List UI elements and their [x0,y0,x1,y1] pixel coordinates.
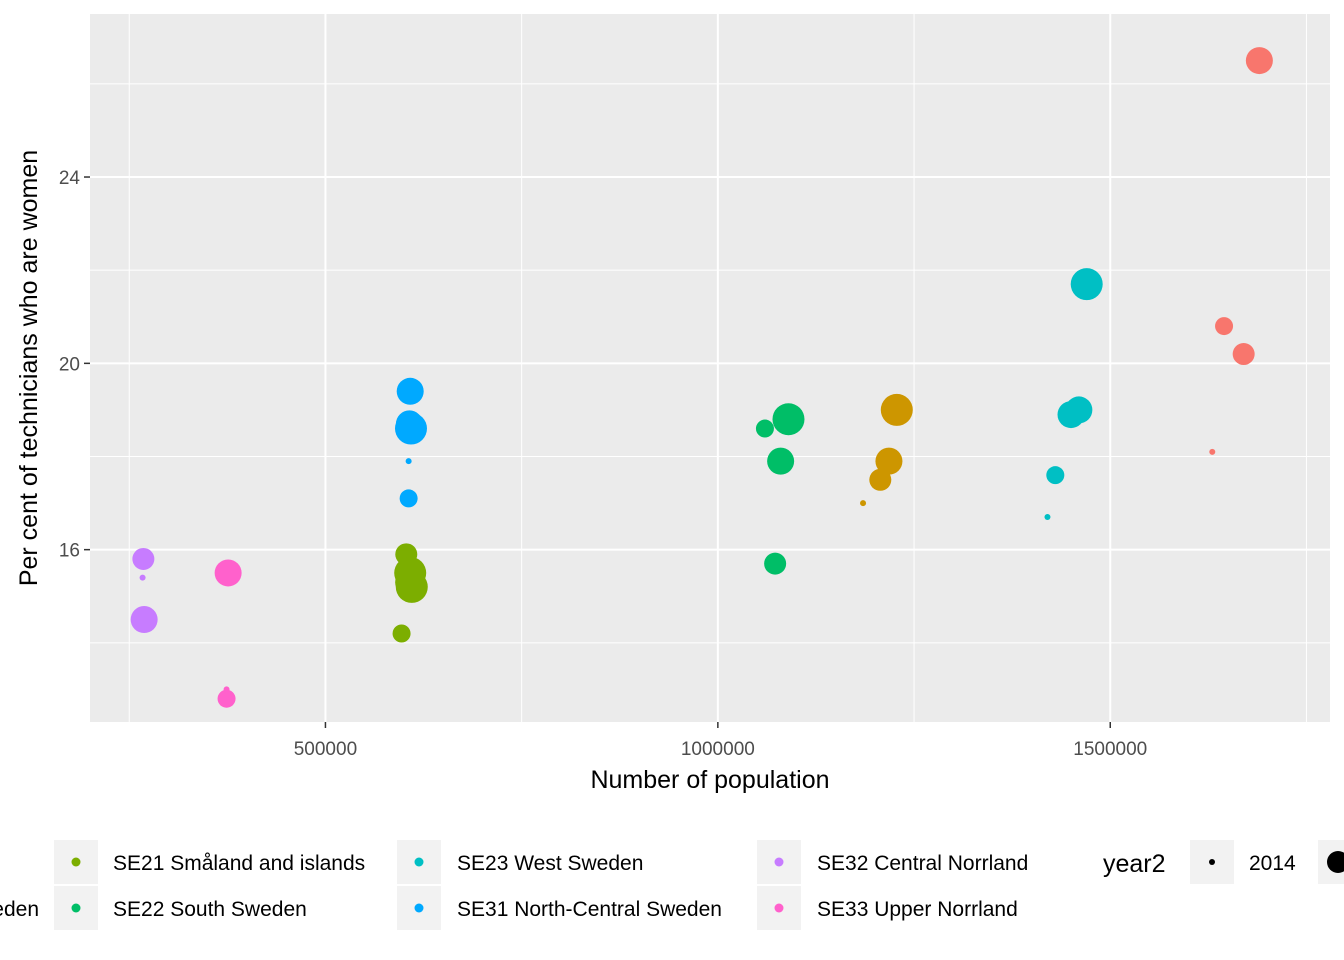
y-tick-label: 20 [59,354,80,375]
size-legend-dot-large [1327,851,1344,873]
data-point [880,393,913,426]
y-axis-title: Per cent of technicians who are women [15,150,43,586]
legend-label-se21: SE21 Småland and islands [113,852,365,875]
color-legend: SE12 East-Central Sweden SE21 Småland an… [0,840,1028,930]
data-point [132,547,155,570]
data-point [1209,448,1216,455]
legend-dot-se21 [71,857,81,867]
data-point [130,606,158,634]
data-point [405,458,412,465]
data-points [130,47,1273,708]
data-point [217,689,236,708]
legend-label-se33: SE33 Upper Norrland [817,898,1018,921]
legend-dot-se32 [774,857,784,867]
size-legend-title: year2 [1103,850,1166,878]
data-point [392,624,411,643]
x-tick-label: 1500000 [1073,739,1147,760]
legend-label-se32: SE32 Central Norrland [817,852,1028,875]
legend-dot-se33 [774,903,784,913]
data-point [1044,514,1051,521]
major-grid [90,14,1330,722]
x-tick-label: 1000000 [681,739,755,760]
data-point [139,574,146,581]
y-axis-ticks: 16 20 24 [59,168,90,562]
data-point [860,500,867,507]
minor-grid [90,14,1330,722]
legend-label-se23: SE23 West Sweden [457,852,643,875]
size-legend: year2 2014 [1103,840,1344,884]
data-point [399,489,418,508]
x-tick-label: 500000 [294,739,357,760]
data-point [772,403,805,436]
y-tick-label: 16 [59,541,80,562]
data-point [1065,396,1093,424]
data-point [1046,466,1065,485]
legend-label-se31: SE31 North-Central Sweden [457,898,722,921]
data-point [1245,47,1273,75]
data-point [395,570,428,603]
size-legend-label: 2014 [1249,852,1296,875]
legend-label-se22: SE22 South Sweden [113,898,307,921]
legend-dot-se23 [414,857,424,867]
x-axis-title: Number of population [590,766,829,794]
data-point [764,552,787,575]
x-axis-ticks: 500000 1000000 1500000 [294,722,1147,760]
data-point [767,447,795,475]
legend-dot-se31 [414,903,424,913]
data-point [214,559,242,587]
size-legend-dot-small [1209,859,1215,865]
data-point [1215,317,1234,336]
legend-label-se12: SE12 East-Central Sweden [0,898,39,921]
data-point [875,447,903,475]
data-point [755,419,774,438]
data-point [394,412,427,445]
plot-panel [90,14,1330,722]
data-point [1232,343,1255,366]
data-point [1070,268,1103,301]
legend-dot-se22 [71,903,81,913]
data-point [869,468,892,491]
y-tick-label: 24 [59,168,81,189]
data-point [396,377,424,405]
